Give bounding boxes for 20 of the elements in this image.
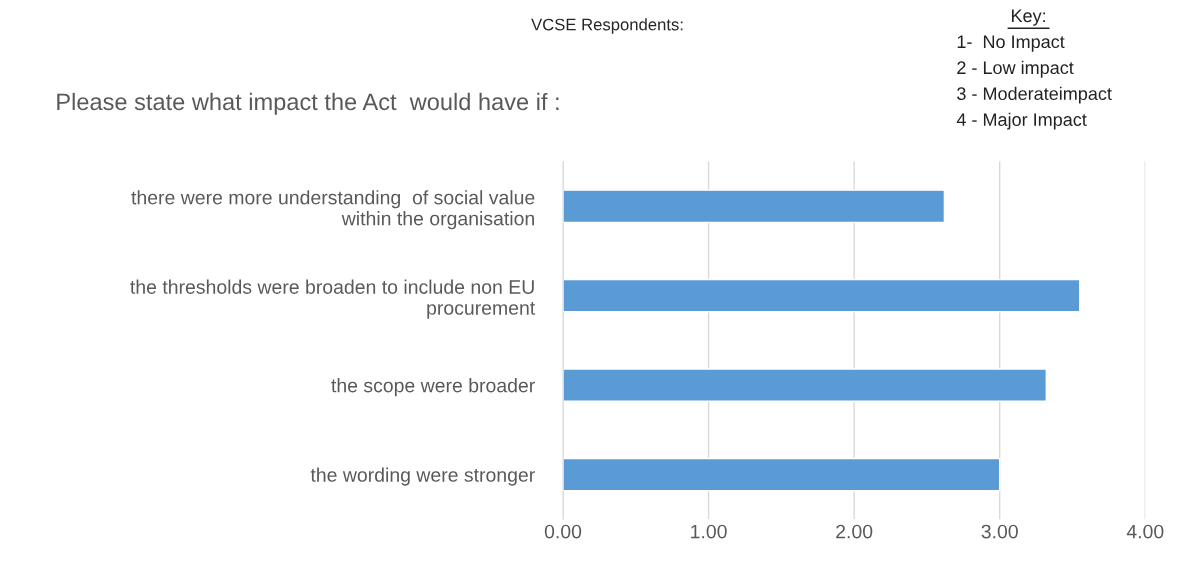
bar xyxy=(563,189,946,224)
x-tick-label: 4.00 xyxy=(1126,524,1164,539)
y-tick-label: the wording were stronger xyxy=(310,467,535,486)
y-tick-label: the thresholds were broaden to include non EU procurement xyxy=(130,279,536,319)
bar xyxy=(563,368,1047,402)
text: 3 - Moderateimpact xyxy=(957,86,1112,104)
x-tick-label: 0.00 xyxy=(544,524,582,539)
chart-subtitle: VCSE Respondents: xyxy=(531,18,683,34)
x-tick-label: 3.00 xyxy=(981,524,1018,539)
text: 2 - Low impact xyxy=(957,60,1074,78)
x-tick-label: 1.00 xyxy=(691,524,727,539)
y-tick-label: there were more understanding of social value within the organisation xyxy=(131,190,535,230)
bar xyxy=(563,278,1081,313)
text: 1- No Impact xyxy=(957,35,1065,52)
y-tick-label: the scope were broader xyxy=(331,378,535,397)
x-tick-label: 2.00 xyxy=(836,524,873,539)
text: Please state what impact the Act would have if : xyxy=(57,92,559,115)
text: 4 - Major Impact xyxy=(956,112,1087,130)
bar xyxy=(563,457,1001,492)
text: Key: xyxy=(1011,9,1045,26)
